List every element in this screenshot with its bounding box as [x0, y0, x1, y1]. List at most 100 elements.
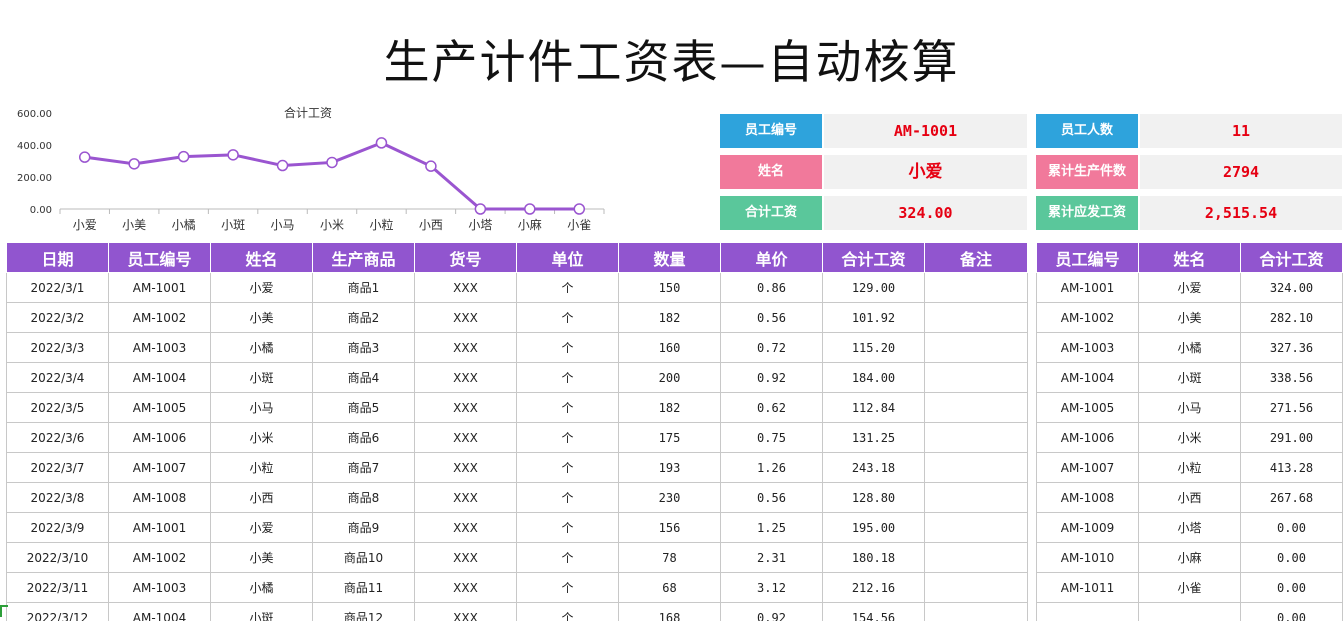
- cell-item-no[interactable]: XXX: [414, 452, 517, 483]
- cell-name[interactable]: 小斑: [210, 602, 313, 621]
- cell-employee-id[interactable]: AM-1005: [108, 392, 211, 423]
- cell-quantity[interactable]: 160: [618, 332, 721, 363]
- cell-item-no[interactable]: XXX: [414, 332, 517, 363]
- cell-employee-id[interactable]: AM-1002: [108, 302, 211, 333]
- cell-product[interactable]: 商品6: [312, 422, 415, 453]
- cell-unit-price[interactable]: 0.92: [720, 362, 823, 393]
- col-header-item-no[interactable]: 货号: [414, 242, 517, 273]
- cell-product[interactable]: 商品9: [312, 512, 415, 543]
- col-header-date[interactable]: 日期: [6, 242, 109, 273]
- cell-total-wage[interactable]: 0.00: [1240, 512, 1343, 543]
- cell-employee-id[interactable]: AM-1006: [108, 422, 211, 453]
- cell-unit-price[interactable]: 3.12: [720, 572, 823, 603]
- cell-name[interactable]: [1138, 602, 1241, 621]
- cell-name[interactable]: 小马: [210, 392, 313, 423]
- cell-product[interactable]: 商品1: [312, 272, 415, 303]
- cell-employee-id[interactable]: AM-1007: [1036, 452, 1139, 483]
- cell-name[interactable]: 小马: [1138, 392, 1241, 423]
- cell-remarks[interactable]: [924, 482, 1028, 513]
- col-header-remarks[interactable]: 备注: [924, 242, 1028, 273]
- col-header-employee-id[interactable]: 员工编号: [108, 242, 211, 273]
- cell-name[interactable]: 小西: [210, 482, 313, 513]
- cell-item-no[interactable]: XXX: [414, 542, 517, 573]
- cell-product[interactable]: 商品11: [312, 572, 415, 603]
- cell-name[interactable]: 小米: [1138, 422, 1241, 453]
- cell-total-wage[interactable]: 327.36: [1240, 332, 1343, 363]
- col-header-name[interactable]: 姓名: [1138, 242, 1241, 273]
- cell-date[interactable]: 2022/3/1: [6, 272, 109, 303]
- cell-unit[interactable]: 个: [516, 272, 619, 303]
- cell-product[interactable]: 商品7: [312, 452, 415, 483]
- cell-unit-price[interactable]: 0.72: [720, 332, 823, 363]
- cell-unit-price[interactable]: 0.75: [720, 422, 823, 453]
- cell-name[interactable]: 小雀: [1138, 572, 1241, 603]
- col-header-total-wage[interactable]: 合计工资: [1240, 242, 1343, 273]
- cell-employee-id[interactable]: AM-1004: [108, 602, 211, 621]
- cell-unit[interactable]: 个: [516, 332, 619, 363]
- cell-unit[interactable]: 个: [516, 302, 619, 333]
- cell-date[interactable]: 2022/3/8: [6, 482, 109, 513]
- col-header-quantity[interactable]: 数量: [618, 242, 721, 273]
- cell-quantity[interactable]: 168: [618, 602, 721, 621]
- cell-employee-id[interactable]: AM-1008: [108, 482, 211, 513]
- cell-date[interactable]: 2022/3/5: [6, 392, 109, 423]
- col-header-unit-price[interactable]: 单价: [720, 242, 823, 273]
- cell-remarks[interactable]: [924, 602, 1028, 621]
- cell-employee-id[interactable]: AM-1009: [1036, 512, 1139, 543]
- cell-total-wage[interactable]: 324.00: [1240, 272, 1343, 303]
- cell-employee-id[interactable]: AM-1002: [108, 542, 211, 573]
- cell-item-no[interactable]: XXX: [414, 572, 517, 603]
- cell-total-wage[interactable]: 101.92: [822, 302, 925, 333]
- cell-product[interactable]: 商品4: [312, 362, 415, 393]
- cell-name[interactable]: 小橘: [1138, 332, 1241, 363]
- cell-date[interactable]: 2022/3/7: [6, 452, 109, 483]
- cell-total-wage[interactable]: 413.28: [1240, 452, 1343, 483]
- cell-quantity[interactable]: 230: [618, 482, 721, 513]
- col-header-unit[interactable]: 单位: [516, 242, 619, 273]
- cell-employee-id[interactable]: AM-1001: [1036, 272, 1139, 303]
- cell-quantity[interactable]: 68: [618, 572, 721, 603]
- cell-quantity[interactable]: 150: [618, 272, 721, 303]
- cell-total-wage[interactable]: 243.18: [822, 452, 925, 483]
- cell-name[interactable]: 小西: [1138, 482, 1241, 513]
- cell-unit[interactable]: 个: [516, 392, 619, 423]
- cell-total-wage[interactable]: 271.56: [1240, 392, 1343, 423]
- cell-employee-id[interactable]: AM-1003: [108, 572, 211, 603]
- cell-quantity[interactable]: 182: [618, 302, 721, 333]
- cell-remarks[interactable]: [924, 392, 1028, 423]
- cell-total-wage[interactable]: 212.16: [822, 572, 925, 603]
- cell-total-wage[interactable]: 128.80: [822, 482, 925, 513]
- cell-unit-price[interactable]: 0.56: [720, 482, 823, 513]
- cell-unit-price[interactable]: 2.31: [720, 542, 823, 573]
- cell-employee-id[interactable]: AM-1004: [108, 362, 211, 393]
- cell-unit[interactable]: 个: [516, 482, 619, 513]
- cell-unit-price[interactable]: 1.26: [720, 452, 823, 483]
- cell-item-no[interactable]: XXX: [414, 422, 517, 453]
- cell-employee-id[interactable]: AM-1003: [1036, 332, 1139, 363]
- cell-employee-id[interactable]: [1036, 602, 1139, 621]
- cell-total-wage[interactable]: 195.00: [822, 512, 925, 543]
- cell-employee-id[interactable]: AM-1005: [1036, 392, 1139, 423]
- cell-date[interactable]: 2022/3/9: [6, 512, 109, 543]
- cell-employee-id[interactable]: AM-1006: [1036, 422, 1139, 453]
- cell-unit-price[interactable]: 0.62: [720, 392, 823, 423]
- cell-product[interactable]: 商品12: [312, 602, 415, 621]
- cell-total-wage[interactable]: 0.00: [1240, 602, 1343, 621]
- cell-unit[interactable]: 个: [516, 362, 619, 393]
- cell-total-wage[interactable]: 267.68: [1240, 482, 1343, 513]
- cell-quantity[interactable]: 175: [618, 422, 721, 453]
- cell-name[interactable]: 小橘: [210, 332, 313, 363]
- cell-product[interactable]: 商品5: [312, 392, 415, 423]
- cell-employee-id[interactable]: AM-1001: [108, 272, 211, 303]
- cell-employee-id[interactable]: AM-1004: [1036, 362, 1139, 393]
- cell-product[interactable]: 商品2: [312, 302, 415, 333]
- cell-employee-id[interactable]: AM-1008: [1036, 482, 1139, 513]
- cell-item-no[interactable]: XXX: [414, 272, 517, 303]
- cell-remarks[interactable]: [924, 272, 1028, 303]
- cell-name[interactable]: 小爱: [1138, 272, 1241, 303]
- cell-date[interactable]: 2022/3/10: [6, 542, 109, 573]
- cell-name[interactable]: 小斑: [210, 362, 313, 393]
- cell-name[interactable]: 小粒: [210, 452, 313, 483]
- employee-id-value[interactable]: AM-1001: [824, 114, 1027, 148]
- cell-name[interactable]: 小米: [210, 422, 313, 453]
